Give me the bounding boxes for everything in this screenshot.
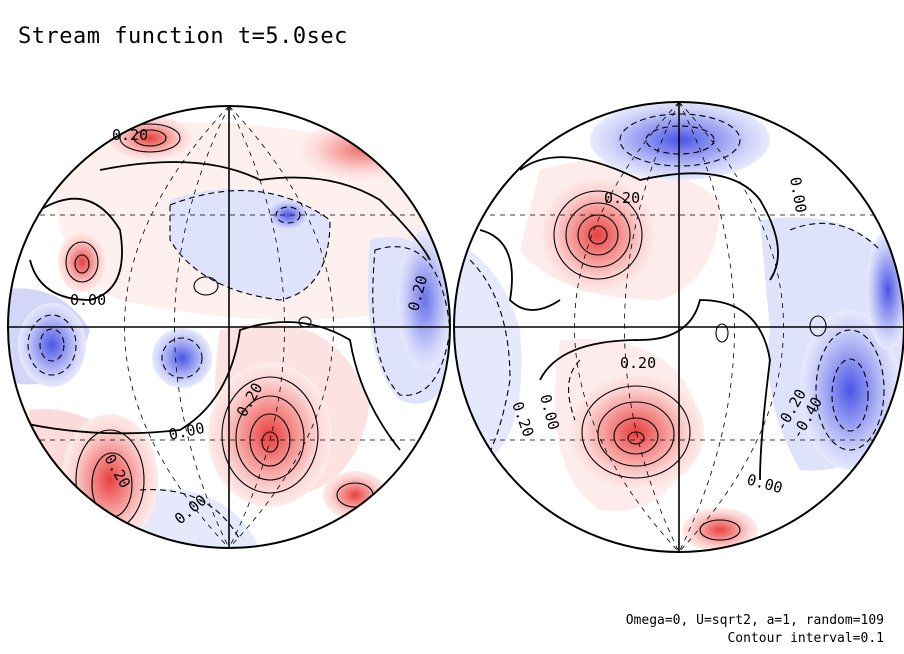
left-label-0: 0.20 [112, 126, 148, 144]
right-globe: 0.20 0.00 0.20 0.00 0.20 -0.20 -0.40 0.0… [453, 101, 904, 553]
left-dashed-contours [27, 190, 450, 541]
bottom-pos-blob [682, 508, 758, 552]
right-globe-outline [453, 101, 904, 553]
upper-left-pos-blob [58, 232, 106, 292]
contour-interval-note: Contour interval=0.1 [727, 631, 884, 646]
right-label-2: 0.20 [620, 354, 656, 372]
right-label-1: 0.00 [786, 176, 810, 215]
right-label-0: 0.20 [604, 189, 640, 207]
right-dashed-contours [469, 113, 885, 471]
upper-center-pos-blob [540, 177, 656, 293]
bottom-right-pos-blob [323, 471, 387, 519]
lower-center-pos-blob [208, 363, 332, 507]
center-neg-blob [266, 199, 310, 231]
mid-neg-blob [152, 328, 212, 388]
top-neg-blob [590, 102, 770, 180]
plot-title: Stream function t=5.0sec [18, 24, 348, 49]
right-edge-neg-blob [397, 230, 450, 370]
left-label-1: 0.00 [70, 291, 106, 309]
parameters-note: Omega=0, U=sqrt2, a=1, random=109 [625, 613, 884, 628]
left-globe-outline [7, 105, 451, 549]
left-globe: 0.20 0.00 0.20 0.00 0.20 0.20 0.00 [7, 105, 451, 549]
right-contours [479, 156, 827, 541]
